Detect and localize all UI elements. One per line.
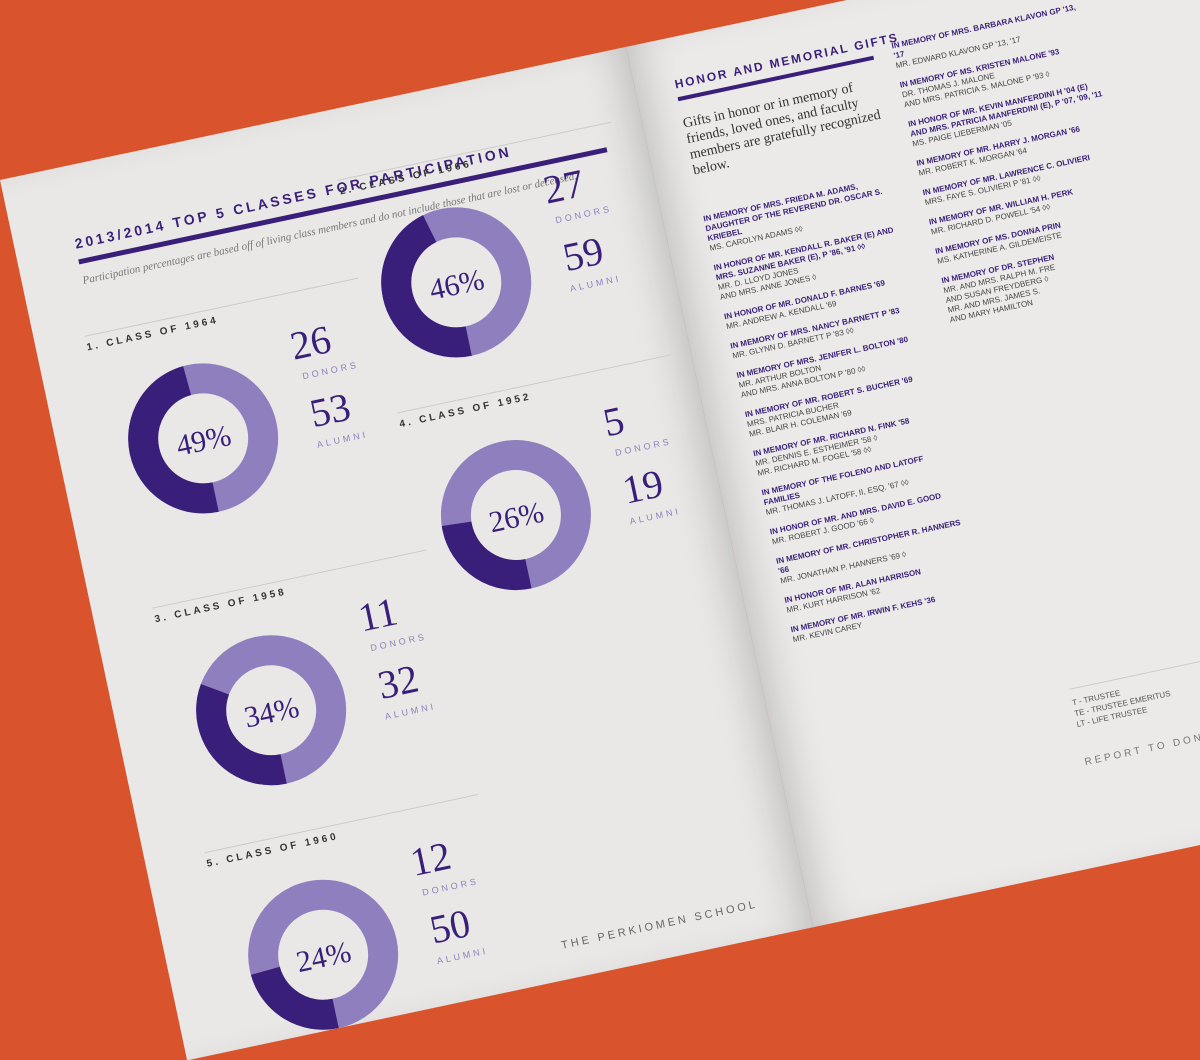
alumni-count: 50	[425, 900, 475, 953]
alumni-count: 53	[305, 383, 355, 437]
donor-count: 26	[286, 316, 335, 369]
alumni-count: 59	[558, 227, 608, 281]
donut-label: 24%	[293, 935, 354, 979]
donut: 26%	[440, 440, 591, 591]
class-block: 3. CLASS OF 1958 34% 11 DONORS 32 ALUMNI	[152, 545, 495, 842]
donor-count: 11	[354, 588, 402, 641]
donut: 49%	[128, 363, 279, 514]
class-block: 4. CLASS OF 1952 26% 5 DONORS 19 ALUMNI	[397, 350, 740, 647]
donut: 46%	[381, 207, 532, 358]
class-block: 1. CLASS OF 1964 49% 26 DONORS 53 ALUMNI	[84, 274, 427, 571]
donut: 34%	[196, 635, 347, 786]
gift-column: IN MEMORY OF MRS. BARBARA KLAVON GP '13,…	[889, 0, 1147, 325]
alumni-count: 19	[618, 460, 668, 513]
donor-count: 27	[539, 160, 588, 213]
donut-label: 46%	[426, 263, 487, 307]
footer: REPORT TO DON	[1083, 732, 1200, 769]
donut-label: 26%	[486, 496, 547, 540]
footer: THE PERKIOMEN SCHOOL	[560, 898, 759, 952]
donut-arc	[128, 363, 279, 514]
donut: 24%	[248, 879, 399, 1030]
donor-count: 5	[599, 397, 629, 446]
legend: T - TRUSTEE TE - TRUSTEE EMERITUS LT - LIF…	[1069, 647, 1200, 730]
donut-label: 49%	[173, 419, 234, 463]
alumni-count: 32	[373, 655, 423, 708]
class-block: 2. CLASS OF 1966 46% 27 DONORS 59 ALUMNI	[337, 117, 680, 414]
donor-count: 12	[406, 832, 455, 885]
donut-label: 34%	[241, 691, 302, 735]
